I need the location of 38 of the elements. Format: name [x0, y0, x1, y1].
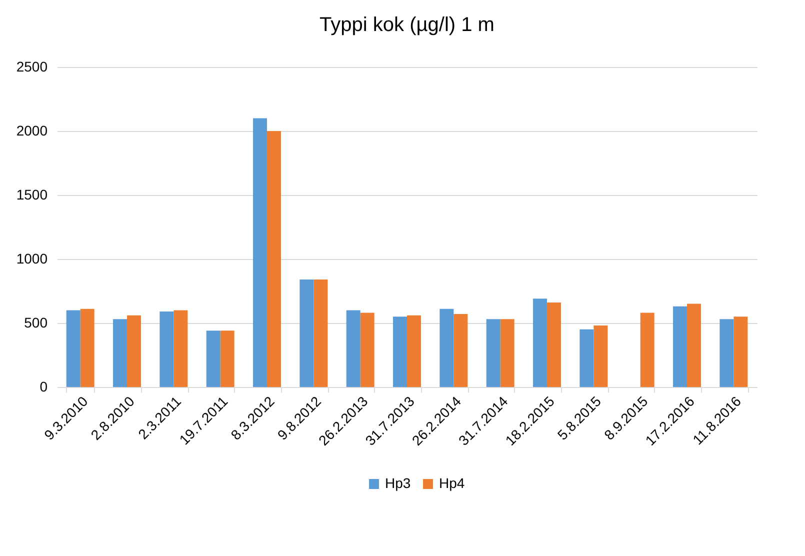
bar [127, 315, 141, 387]
bar [360, 312, 374, 387]
bar [640, 312, 654, 387]
bar [206, 330, 220, 387]
bar [300, 279, 314, 387]
bar [533, 298, 547, 387]
bar [440, 308, 454, 387]
y-tick-label: 1000 [16, 250, 48, 266]
bar [160, 311, 174, 387]
bar [346, 310, 360, 387]
bar [673, 306, 687, 387]
y-tick-label: 1500 [16, 186, 48, 202]
bar [393, 316, 407, 387]
bar [80, 308, 94, 387]
bar [267, 131, 281, 387]
bar [174, 310, 188, 387]
bar [253, 118, 267, 387]
bar [486, 319, 500, 387]
bar [687, 304, 701, 387]
bar [594, 326, 608, 387]
bar [407, 315, 421, 387]
bar [720, 319, 734, 387]
bar [454, 314, 468, 387]
bar [220, 330, 234, 387]
bar [66, 310, 80, 387]
bar [500, 319, 514, 387]
chart-title: Typpi kok (µg/l) 1 m [320, 14, 494, 36]
bar [580, 329, 594, 387]
bar [734, 316, 748, 387]
y-tick-label: 500 [24, 314, 48, 330]
bar [314, 279, 328, 387]
bar [547, 302, 561, 387]
bar [113, 319, 127, 387]
legend-label: Hp3 [385, 475, 411, 491]
y-tick-label: 2000 [16, 122, 48, 138]
y-tick-label: 0 [40, 378, 48, 394]
legend-label: Hp4 [439, 475, 465, 491]
y-tick-label: 2500 [16, 58, 48, 74]
